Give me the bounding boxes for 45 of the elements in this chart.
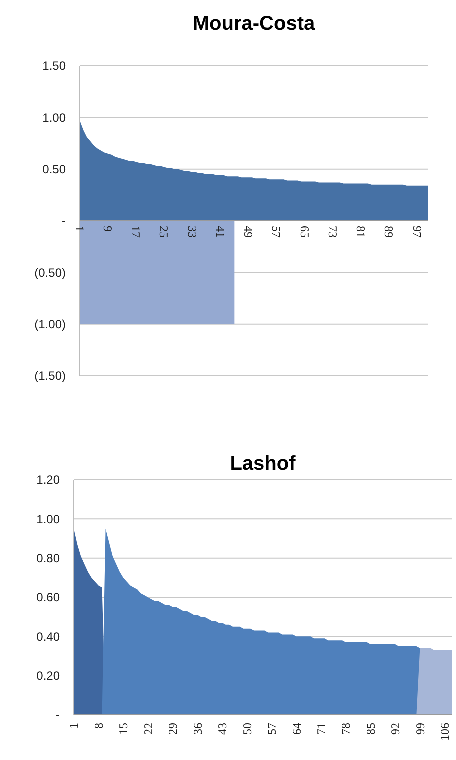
x-tick-label: 50	[240, 723, 254, 735]
chart-title: Moura-Costa	[192, 13, 316, 35]
y-tick-label: (1.00)	[34, 318, 66, 332]
x-tick-label: 89	[382, 226, 396, 238]
x-tick-label: 25	[157, 226, 172, 238]
y-tick-label: 0.80	[36, 552, 60, 566]
x-tick-label: 81	[354, 226, 368, 238]
x-tick-label: 97	[410, 226, 424, 238]
y-tick-label: -	[56, 708, 60, 722]
x-tick-label: 71	[314, 723, 328, 735]
x-tick-label: 29	[166, 723, 180, 735]
x-tick-label: 15	[116, 723, 131, 735]
x-tick-label: 106	[438, 723, 452, 741]
x-tick-label: 65	[298, 226, 312, 238]
x-tick-label: 78	[339, 723, 354, 735]
y-tick-label: 0.40	[36, 630, 60, 644]
x-tick-label: 9	[100, 226, 115, 232]
x-tick-label: 73	[326, 226, 340, 238]
y-tick-label: (0.50)	[34, 266, 66, 280]
y-tick-label: 1.00	[42, 110, 66, 125]
x-tick-label: 41	[213, 226, 228, 238]
x-tick-label: 57	[270, 226, 284, 238]
y-tick-label: 0.50	[42, 162, 66, 177]
chart-title: Lashof	[230, 453, 296, 475]
x-tick-label: 49	[242, 226, 256, 238]
y-tick-label: -	[62, 214, 66, 228]
y-tick-label: 0.20	[36, 669, 60, 684]
x-tick-label: 92	[388, 723, 403, 735]
x-tick-label: 43	[216, 723, 230, 735]
y-tick-label: (1.50)	[34, 369, 66, 384]
x-tick-label: 33	[185, 226, 200, 238]
y-tick-label: 1.20	[36, 473, 60, 488]
x-tick-label: 57	[265, 723, 280, 735]
x-tick-label: 17	[129, 226, 144, 238]
x-tick-label: 1	[67, 723, 82, 729]
x-tick-label: 36	[190, 723, 205, 735]
x-tick-label: 8	[92, 723, 106, 729]
x-tick-label: 85	[364, 723, 378, 735]
x-tick-label: 64	[290, 723, 304, 735]
x-tick-label: 1	[72, 226, 87, 232]
y-tick-label: 1.00	[36, 512, 60, 526]
y-tick-label: 1.50	[42, 59, 66, 74]
x-tick-label: 99	[413, 723, 428, 735]
x-tick-label: 22	[141, 723, 156, 735]
y-tick-label: 0.60	[36, 590, 60, 605]
